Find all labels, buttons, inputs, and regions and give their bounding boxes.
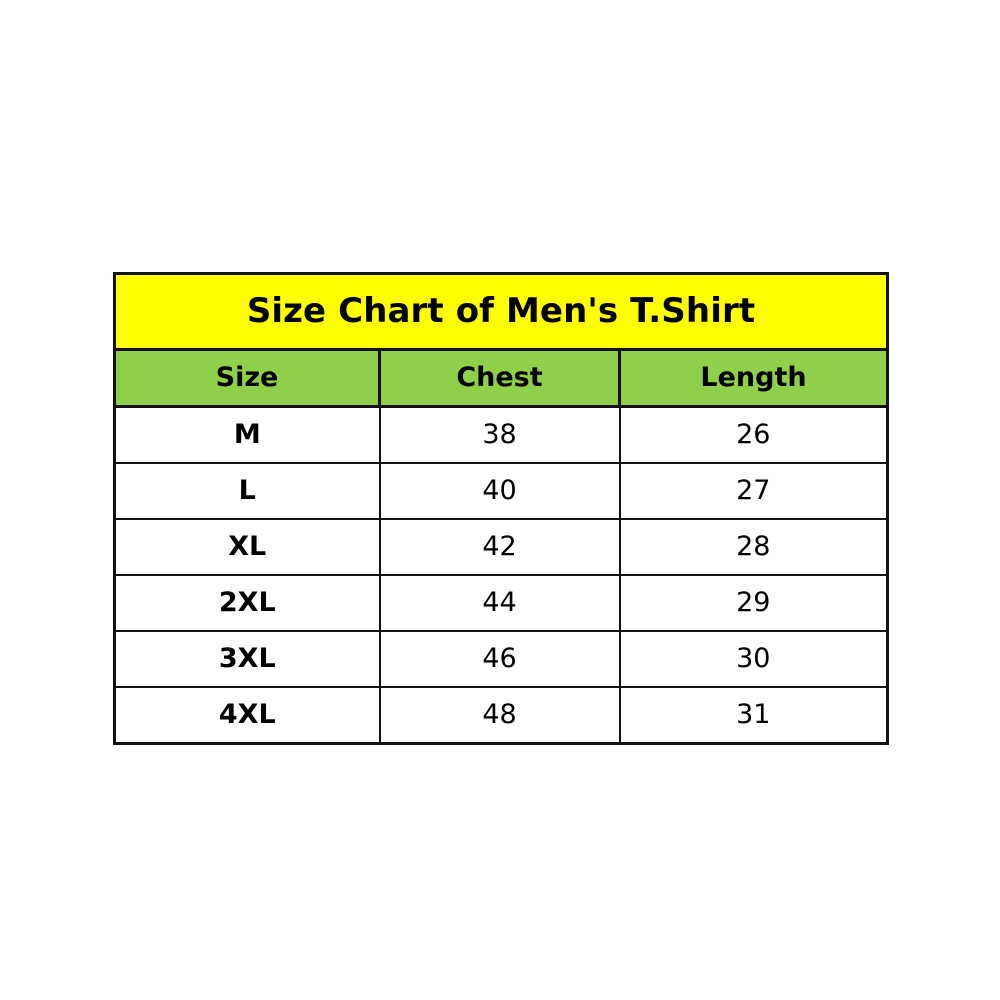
cell-chest: 42	[378, 518, 621, 576]
size-chart-table: Size Chart of Men's T.Shirt Size Chest L…	[112, 272, 890, 745]
cell-size: XL	[113, 518, 381, 576]
cell-chest: 40	[378, 462, 621, 520]
table-row: XL 42 28	[113, 518, 889, 576]
cell-length: 27	[618, 462, 889, 520]
cell-size: 4XL	[113, 686, 381, 745]
cell-size: 3XL	[113, 630, 381, 688]
chart-title: Size Chart of Men's T.Shirt	[112, 272, 890, 351]
cell-length: 31	[618, 686, 889, 745]
cell-length: 29	[618, 574, 889, 632]
cell-length: 28	[618, 518, 889, 576]
table-header-group: Size Chart of Men's T.Shirt Size Chest L…	[112, 272, 890, 408]
cell-length: 30	[618, 630, 889, 688]
title-row: Size Chart of Men's T.Shirt	[112, 272, 890, 351]
cell-size: M	[113, 405, 381, 464]
cell-size: 2XL	[113, 574, 381, 632]
table-row: 3XL 46 30	[113, 630, 889, 688]
column-header-chest: Chest	[378, 348, 621, 408]
table-row: 2XL 44 29	[113, 574, 889, 632]
column-header-size: Size	[113, 348, 381, 408]
table-body: M 38 26 L 40 27 XL 42 28 2XL 44 29 3XL 4	[113, 405, 889, 745]
cell-chest: 44	[378, 574, 621, 632]
cell-size: L	[113, 462, 381, 520]
table-row: 4XL 48 31	[113, 686, 889, 745]
cell-chest: 46	[378, 630, 621, 688]
column-header-row: Size Chest Length	[113, 348, 890, 408]
table-row: L 40 27	[113, 462, 889, 520]
cell-length: 26	[618, 405, 889, 464]
table-row: M 38 26	[113, 405, 889, 464]
cell-chest: 38	[378, 405, 621, 464]
column-header-length: Length	[617, 348, 890, 408]
cell-chest: 48	[378, 686, 621, 745]
